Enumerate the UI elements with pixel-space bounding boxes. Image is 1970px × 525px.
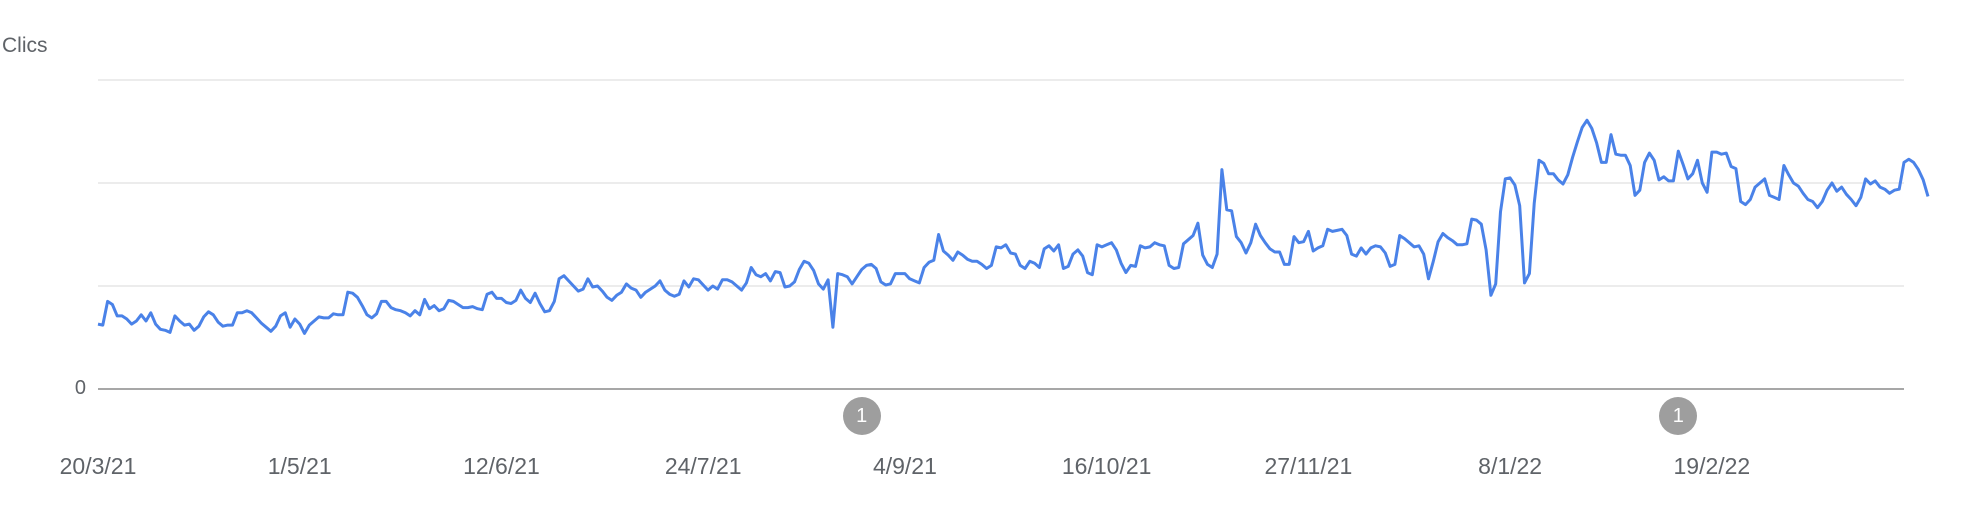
y-tick-label: 0 bbox=[74, 377, 86, 399]
x-tick-label: 20/3/21 bbox=[59, 453, 137, 479]
y-axis-title: Clics bbox=[2, 34, 48, 57]
x-tick-label: 16/10/21 bbox=[1061, 453, 1152, 479]
x-tick-label: 12/6/21 bbox=[463, 453, 540, 479]
annotation-marker[interactable]: 1 bbox=[842, 397, 881, 435]
x-tick-label: 27/11/21 bbox=[1264, 453, 1353, 479]
clicks-series-line bbox=[97, 118, 1930, 335]
x-tick-label: 24/7/21 bbox=[664, 453, 742, 479]
x-tick-label: 1/5/21 bbox=[267, 453, 332, 479]
x-tick-label: 4/9/21 bbox=[872, 453, 937, 479]
annotation-marker[interactable]: 1 bbox=[1659, 397, 1698, 435]
x-tick-label: 19/2/22 bbox=[1673, 453, 1751, 479]
x-tick-label: 8/1/22 bbox=[1478, 453, 1543, 479]
